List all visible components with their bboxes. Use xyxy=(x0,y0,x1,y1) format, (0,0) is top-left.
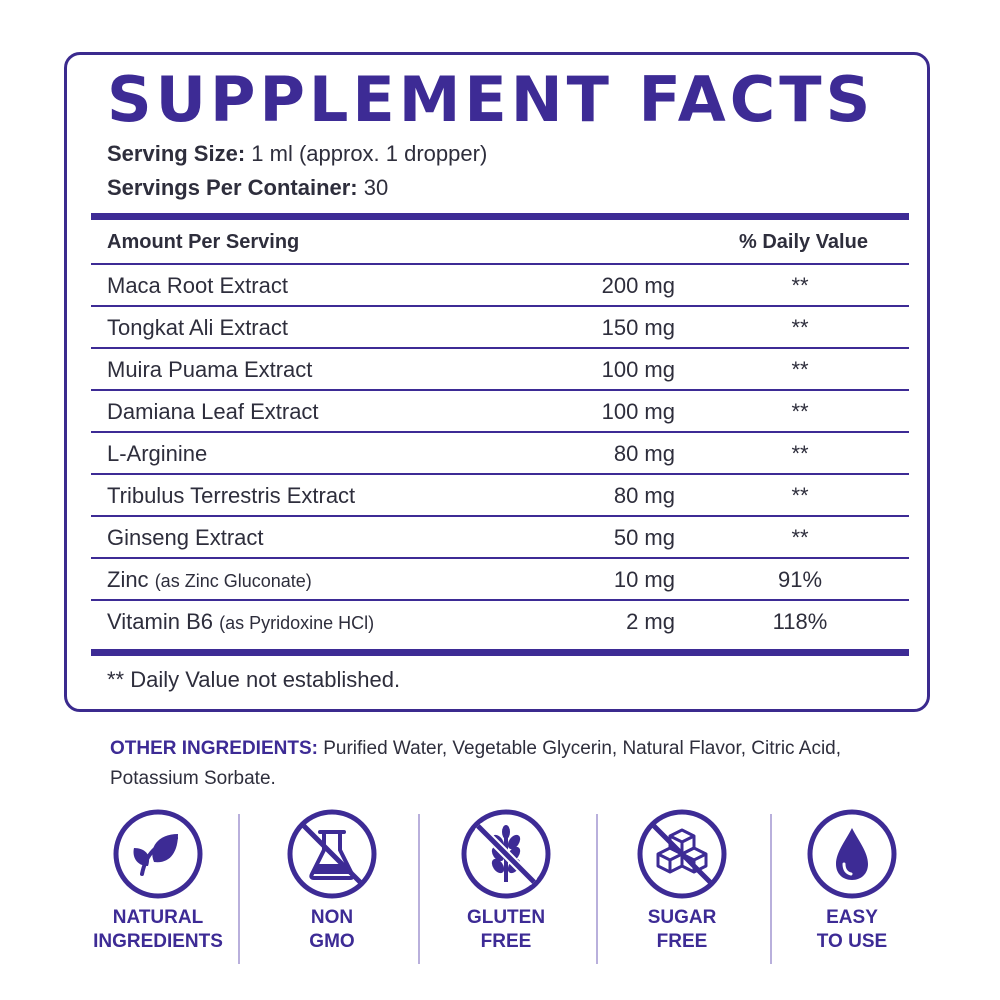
nutrient-amount: 80 mg xyxy=(613,441,675,466)
row-divider xyxy=(91,599,909,601)
leaf-icon xyxy=(113,809,203,899)
nutrient-daily-value: ** xyxy=(791,273,809,298)
badge-line1: NATURAL xyxy=(112,907,204,928)
nutrient-name-text: Muira Puama Extract xyxy=(107,357,313,382)
nutrient-name: Zinc (as Zinc Gluconate) xyxy=(107,567,312,593)
badge-separator xyxy=(238,814,240,964)
row-divider xyxy=(91,431,909,433)
other-ingredients: OTHER INGREDIENTS: Purified Water, Veget… xyxy=(110,734,870,794)
divider-thick xyxy=(91,213,909,220)
nutrient-amount: 150 mg xyxy=(601,315,675,340)
nutrient-daily-value: 118% xyxy=(772,609,828,634)
row-divider xyxy=(91,557,909,559)
badge-line1: SUGAR xyxy=(647,907,717,928)
serving-size: Serving Size: 1 ml (approx. 1 dropper) xyxy=(107,141,487,167)
nutrient-name: Maca Root Extract xyxy=(107,273,288,299)
table-row: Damiana Leaf Extract 100 mg ** xyxy=(91,391,909,433)
nutrient-amount: 10 mg xyxy=(613,567,675,592)
nutrient-name: L-Arginine xyxy=(107,441,207,467)
amount-per-serving-header: Amount Per Serving xyxy=(107,231,300,253)
badge-line1: NON xyxy=(310,907,354,928)
nutrient-amount: 200 mg xyxy=(601,273,675,298)
badge-line2: FREE xyxy=(656,931,708,952)
table-row: Tribulus Terrestris Extract 80 mg ** xyxy=(91,475,909,517)
droplet-icon xyxy=(807,809,897,899)
nutrient-name-text: Maca Root Extract xyxy=(107,273,288,298)
nutrient-source: (as Zinc Gluconate) xyxy=(154,571,312,591)
servings-per-container: Servings Per Container: 30 xyxy=(107,175,388,201)
nutrient-daily-value: ** xyxy=(791,525,809,550)
no-wheat-icon xyxy=(461,809,551,899)
nutrient-amount: 2 mg xyxy=(626,609,675,634)
table-row: Muira Puama Extract 100 mg ** xyxy=(91,349,909,391)
table-row: Maca Root Extract 200 mg ** xyxy=(91,265,909,307)
nutrient-name-text: Zinc xyxy=(107,567,149,592)
badge-gluten-free: GLUTEN FREE xyxy=(426,808,586,954)
nutrient-name: Vitamin B6 (as Pyridoxine HCl) xyxy=(107,609,374,635)
nutrient-name-text: Tribulus Terrestris Extract xyxy=(107,483,356,508)
row-divider xyxy=(91,389,909,391)
badge-separator xyxy=(596,814,598,964)
servings-per-container-value: 30 xyxy=(363,175,389,200)
nutrient-amount: 80 mg xyxy=(613,483,675,508)
serving-size-value: 1 ml (approx. 1 dropper) xyxy=(251,141,488,166)
nutrient-daily-value: 91% xyxy=(777,567,823,592)
nutrient-name: Tribulus Terrestris Extract xyxy=(107,483,355,509)
other-ingredients-text: Purified Water, Vegetable Glycerin, Natu… xyxy=(110,738,842,789)
row-divider xyxy=(91,347,909,349)
nutrient-amount: 100 mg xyxy=(601,357,675,382)
nutrient-daily-value: ** xyxy=(791,483,809,508)
table-row: Zinc (as Zinc Gluconate) 10 mg 91% xyxy=(91,559,909,601)
supplement-facts-panel: SUPPLEMENT FACTS Serving Size: 1 ml (app… xyxy=(64,52,930,712)
badge-separator xyxy=(770,814,772,964)
daily-value-header: % Daily Value xyxy=(739,231,868,253)
badge-non-gmo: NON GMO xyxy=(252,808,412,954)
row-divider xyxy=(91,515,909,517)
no-sugar-cubes-icon xyxy=(637,809,727,899)
badge-line2: TO USE xyxy=(816,931,888,952)
nutrient-name: Muira Puama Extract xyxy=(107,357,312,383)
badge-line2: INGREDIENTS xyxy=(93,931,223,952)
nutrient-daily-value: ** xyxy=(791,441,809,466)
nutrient-name: Tongkat Ali Extract xyxy=(107,315,288,341)
panel-title: SUPPLEMENT FACTS xyxy=(107,63,875,136)
badge-separator xyxy=(418,814,420,964)
nutrient-name-text: Tongkat Ali Extract xyxy=(107,315,288,340)
nutrient-source: (as Pyridoxine HCl) xyxy=(219,613,375,633)
row-divider xyxy=(91,473,909,475)
nutrient-amount: 100 mg xyxy=(601,399,675,424)
table-row: Vitamin B6 (as Pyridoxine HCl) 2 mg 118% xyxy=(91,601,909,643)
serving-size-label: Serving Size: xyxy=(107,141,246,166)
servings-per-container-label: Servings Per Container: xyxy=(107,175,358,200)
nutrient-daily-value: ** xyxy=(791,315,809,340)
badge-line1: EASY xyxy=(826,907,878,928)
badge-line2: GMO xyxy=(309,931,355,952)
no-gmo-flask-icon xyxy=(287,809,377,899)
other-ingredients-label: OTHER INGREDIENTS: xyxy=(110,738,318,759)
badge-natural-ingredients: NATURAL INGREDIENTS xyxy=(78,808,238,954)
nutrient-name: Damiana Leaf Extract xyxy=(107,399,319,425)
nutrient-name-text: L-Arginine xyxy=(107,441,208,466)
table-row: Ginseng Extract 50 mg ** xyxy=(91,517,909,559)
divider-thin xyxy=(91,263,909,265)
nutrient-daily-value: ** xyxy=(791,357,809,382)
nutrient-name-text: Damiana Leaf Extract xyxy=(107,399,319,424)
nutrient-daily-value: ** xyxy=(791,399,809,424)
badge-sugar-free: SUGAR FREE xyxy=(602,808,762,954)
nutrient-amount: 50 mg xyxy=(613,525,675,550)
nutrient-name-text: Ginseng Extract xyxy=(107,525,264,550)
table-row: L-Arginine 80 mg ** xyxy=(91,433,909,475)
badge-line2: FREE xyxy=(480,931,532,952)
table-row: Tongkat Ali Extract 150 mg ** xyxy=(91,307,909,349)
nutrient-name-text: Vitamin B6 xyxy=(107,609,213,634)
badge-line1: GLUTEN xyxy=(466,907,546,928)
divider-thick-bottom xyxy=(91,649,909,656)
row-divider xyxy=(91,305,909,307)
footnote: ** Daily Value not established. xyxy=(107,667,401,692)
badge-easy-to-use: EASY TO USE xyxy=(772,808,932,954)
nutrient-name: Ginseng Extract xyxy=(107,525,264,551)
